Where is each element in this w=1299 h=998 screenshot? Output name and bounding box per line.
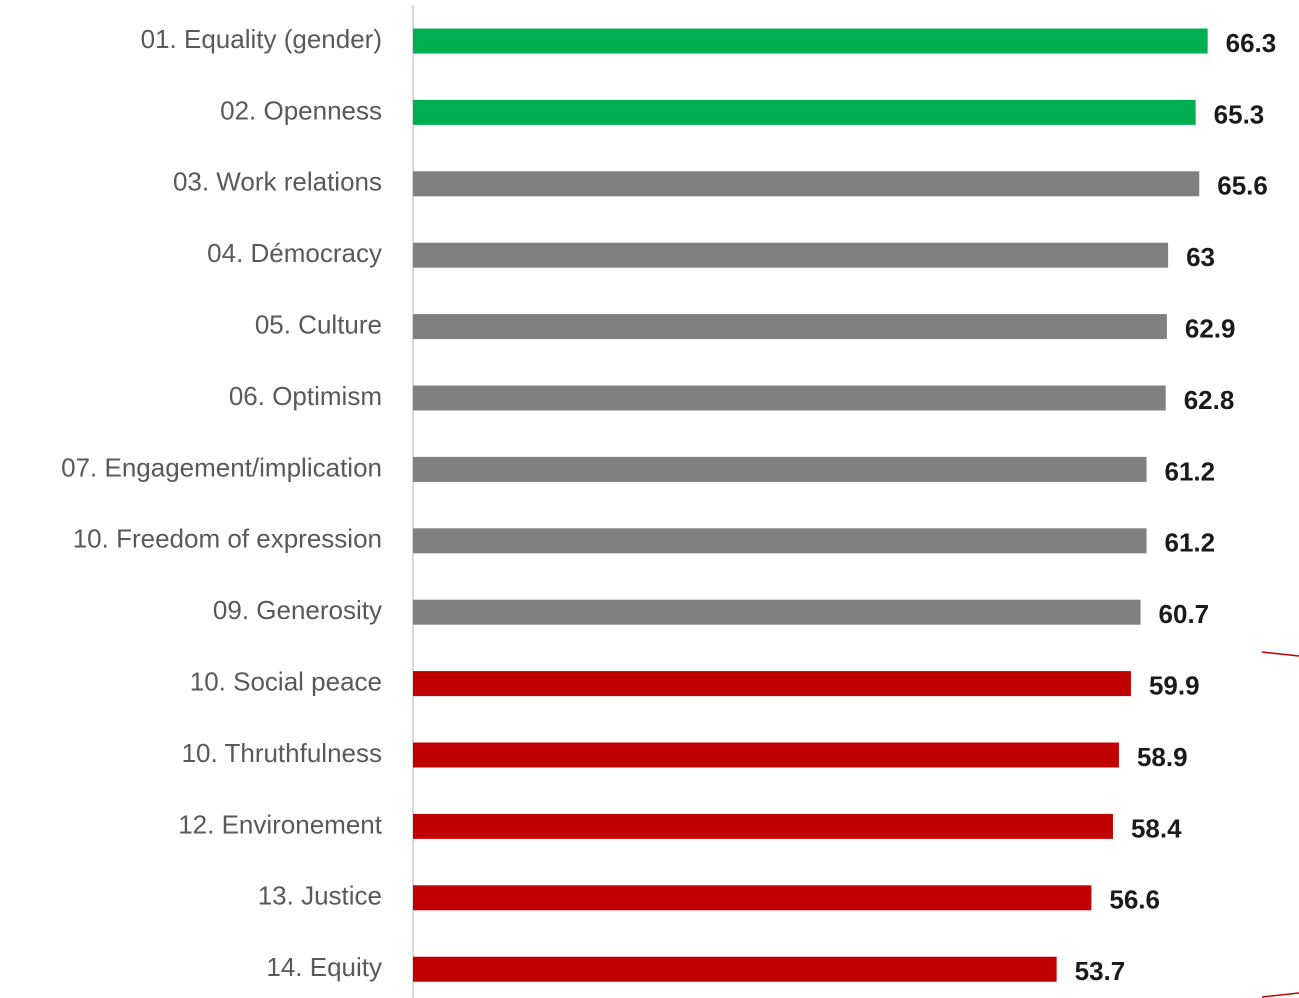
bar xyxy=(413,671,1131,697)
value-label: 60.7 xyxy=(1159,599,1210,629)
category-label: 05. Culture xyxy=(255,309,382,339)
category-label: 13. Justice xyxy=(258,881,382,911)
bar xyxy=(413,956,1057,982)
value-label: 65.3 xyxy=(1214,99,1265,129)
category-label: 10. Thruthfulness xyxy=(182,738,382,768)
category-label: 04. Démocracy xyxy=(207,238,382,268)
category-label: 10. Freedom of expression xyxy=(73,524,382,554)
category-label: 06. Optimism xyxy=(229,381,382,411)
bar xyxy=(413,385,1166,411)
bar xyxy=(413,456,1147,482)
value-label: 56.6 xyxy=(1109,885,1160,915)
value-label: 62.9 xyxy=(1185,313,1236,343)
bar xyxy=(413,314,1167,340)
value-label: 59.9 xyxy=(1149,670,1200,700)
value-label: 61.2 xyxy=(1165,456,1216,486)
category-label: 09. Generosity xyxy=(213,595,382,625)
category-label: 10. Social peace xyxy=(190,666,382,696)
bar xyxy=(413,885,1092,911)
category-label: 02. Openness xyxy=(220,95,382,125)
bar xyxy=(413,242,1169,268)
annotation-stroke xyxy=(1261,651,1299,657)
bar xyxy=(413,599,1141,625)
category-label: 12. Environement xyxy=(178,809,383,839)
value-label: 63 xyxy=(1186,242,1215,272)
bar xyxy=(413,813,1113,839)
category-label: 07. Engagement/implication xyxy=(61,452,382,482)
bar xyxy=(413,28,1208,54)
value-label: 62.8 xyxy=(1184,385,1235,415)
category-label: 14. Equity xyxy=(266,952,382,982)
annotation-stroke xyxy=(1261,992,1299,998)
value-label: 61.2 xyxy=(1165,528,1216,558)
value-label: 65.6 xyxy=(1217,171,1268,201)
category-label: 01. Equality (gender) xyxy=(141,24,382,54)
value-label: 66.3 xyxy=(1226,28,1277,58)
bar xyxy=(413,742,1119,768)
value-label: 58.9 xyxy=(1137,742,1188,772)
bar xyxy=(413,99,1196,125)
bar xyxy=(413,528,1147,554)
value-label: 58.4 xyxy=(1131,813,1182,843)
category-label: 03. Work relations xyxy=(173,167,382,197)
value-label: 53.7 xyxy=(1075,956,1126,986)
bar xyxy=(413,171,1200,197)
